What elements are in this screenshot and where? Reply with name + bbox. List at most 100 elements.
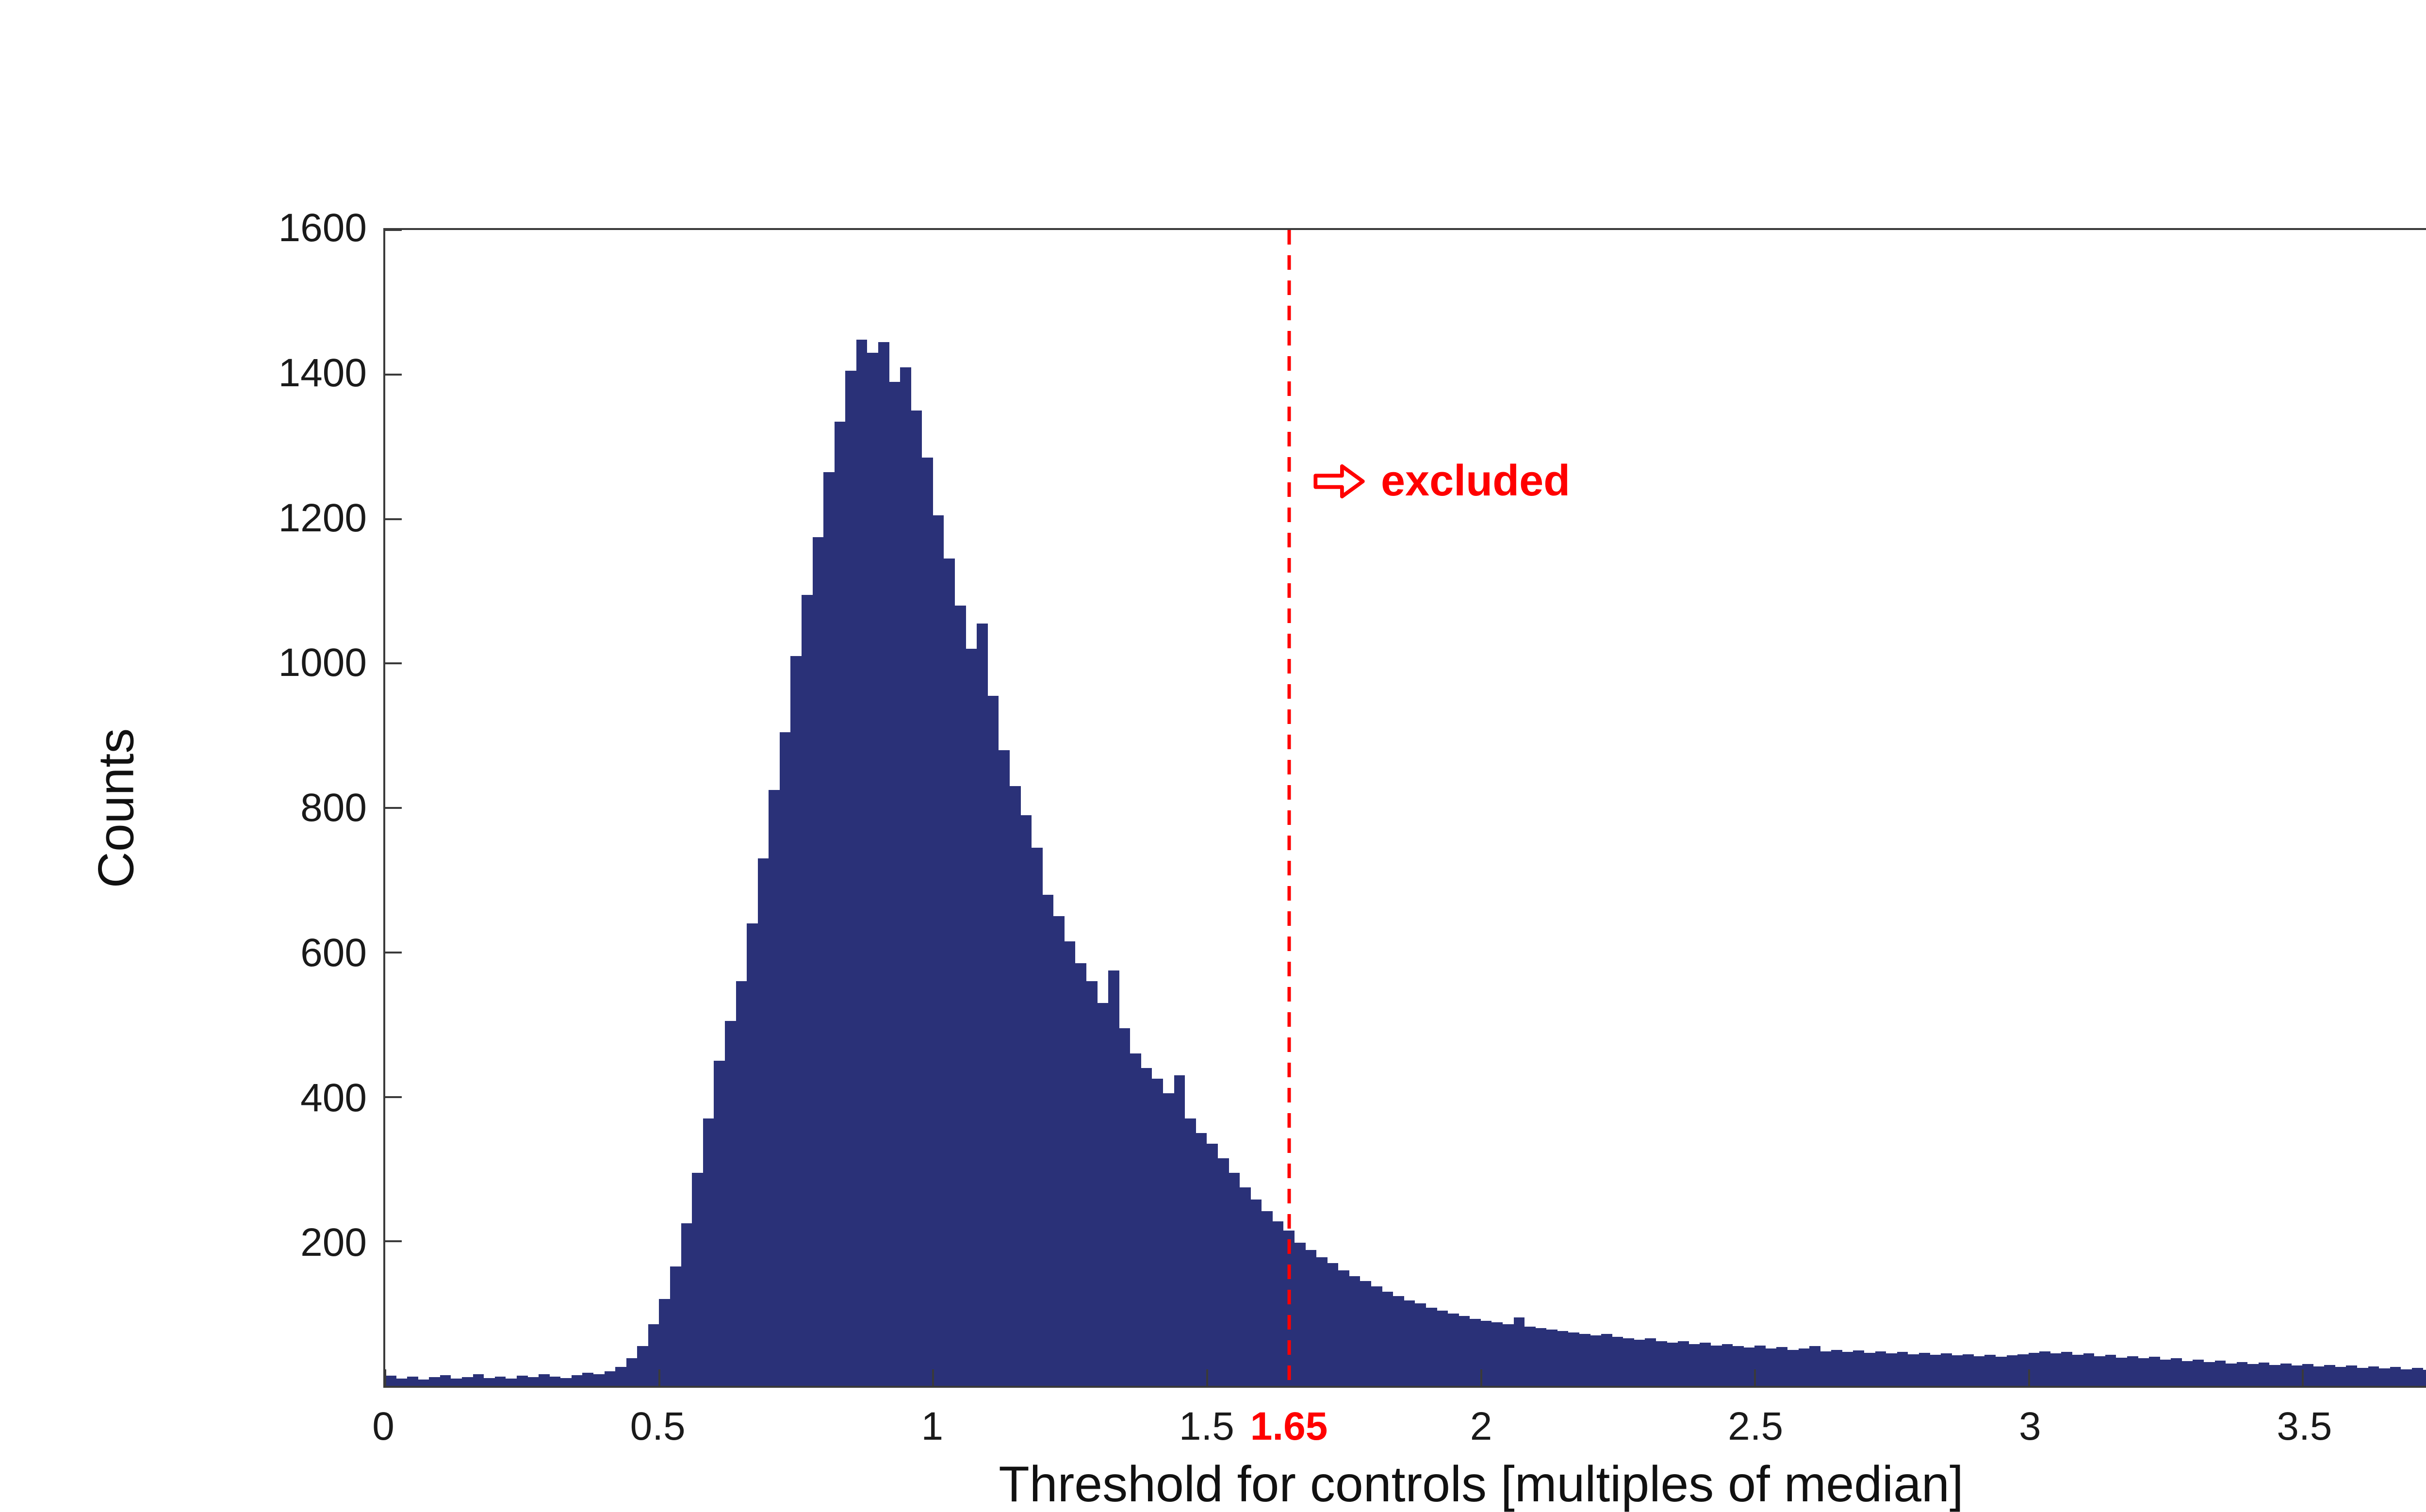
histogram-bar <box>549 1376 561 1386</box>
histogram-bar <box>757 858 769 1386</box>
histogram-bar <box>1294 1243 1306 1386</box>
histogram-bar <box>1152 1079 1164 1386</box>
histogram-bar <box>1009 786 1021 1386</box>
histogram-bar <box>2006 1355 2018 1386</box>
histogram-bar <box>878 342 889 1386</box>
histogram-bar <box>1951 1355 1963 1386</box>
histogram-bar <box>2203 1362 2215 1386</box>
histogram-bar <box>1700 1342 1711 1386</box>
histogram-bar <box>2017 1354 2029 1386</box>
histogram-bar <box>790 656 802 1386</box>
x-tick-mark <box>1754 1369 1756 1386</box>
histogram-bar <box>593 1374 605 1386</box>
histogram-bar <box>484 1378 495 1386</box>
histogram-bar <box>385 1376 396 1386</box>
histogram-bar <box>2226 1363 2237 1386</box>
histogram-bar <box>2160 1360 2171 1386</box>
histogram-bar <box>2313 1366 2325 1386</box>
histogram-bar <box>1480 1321 1492 1386</box>
histogram-bar <box>1470 1318 1481 1386</box>
histogram-bar <box>933 515 944 1386</box>
x-tick-mark <box>384 1369 386 1386</box>
histogram-bar <box>769 789 780 1386</box>
x-tick-label: 2.5 <box>1728 1404 1784 1448</box>
x-tick-mark <box>2028 1369 2030 1386</box>
histogram-bar <box>1601 1333 1612 1386</box>
excluded-label: excluded <box>1381 457 1571 505</box>
histogram-bar <box>1634 1339 1645 1386</box>
histogram-bar <box>1404 1300 1415 1386</box>
histogram-bar <box>1492 1322 1503 1386</box>
histogram-bar <box>2379 1368 2390 1386</box>
histogram-bar <box>1393 1296 1404 1386</box>
histogram-bar <box>2335 1367 2346 1386</box>
histogram-bar <box>1415 1303 1426 1386</box>
histogram-bar <box>2411 1367 2423 1386</box>
histogram-bar <box>582 1373 593 1386</box>
histogram-bar <box>1853 1350 1865 1386</box>
histogram-bar <box>1217 1158 1229 1386</box>
histogram-bar <box>1382 1292 1393 1386</box>
histogram-bar <box>1349 1276 1361 1386</box>
histogram-bar <box>2171 1358 2182 1386</box>
histogram-bar <box>1020 815 1032 1386</box>
y-tick-mark <box>385 1240 402 1243</box>
histogram-bar <box>571 1375 583 1386</box>
histogram-bar <box>1502 1324 1514 1386</box>
histogram-bar <box>856 340 868 1386</box>
histogram-bar <box>1250 1199 1262 1386</box>
histogram-bar <box>407 1376 418 1386</box>
histogram-bar <box>1327 1263 1339 1386</box>
histogram-bar <box>987 696 999 1386</box>
histogram-bar <box>1535 1328 1547 1386</box>
histogram-bar <box>1426 1308 1437 1386</box>
histogram-bar <box>724 1021 736 1386</box>
histogram-bar <box>626 1358 638 1386</box>
histogram-bar <box>1930 1354 1941 1386</box>
x-tick-label: 1.5 <box>1179 1404 1234 1448</box>
y-tick-label: 1000 <box>278 641 367 685</box>
x-tick-mark <box>932 1369 934 1386</box>
histogram-bar <box>1240 1187 1251 1386</box>
histogram-bar <box>1886 1353 1897 1386</box>
histogram-bar <box>2094 1356 2105 1386</box>
histogram-bar <box>1064 941 1076 1386</box>
histogram-bar <box>1568 1332 1580 1386</box>
plot-area <box>383 228 2426 1388</box>
x-tick-mark <box>2302 1369 2304 1386</box>
y-tick-label: 200 <box>300 1220 367 1265</box>
histogram-bar <box>1590 1335 1602 1386</box>
histogram-bar <box>1437 1311 1448 1386</box>
histogram-bar <box>922 457 933 1386</box>
y-tick-label: 1400 <box>278 350 367 395</box>
histogram-bar <box>2039 1351 2050 1386</box>
histogram-bar <box>1787 1349 1799 1386</box>
histogram-bar <box>2050 1353 2062 1386</box>
histogram-bar <box>1042 894 1054 1386</box>
x-tick-mark <box>1206 1369 1208 1386</box>
histogram-bar <box>615 1367 626 1386</box>
histogram-bar <box>2390 1367 2401 1386</box>
histogram-bar <box>1820 1351 1832 1386</box>
histogram-bar <box>1075 963 1086 1386</box>
histogram-bar <box>1831 1349 1842 1386</box>
histogram-bar <box>506 1379 517 1386</box>
y-tick-mark <box>385 662 402 665</box>
histogram-bar <box>1513 1317 1525 1386</box>
histogram-bar <box>396 1379 408 1386</box>
histogram-bar <box>659 1299 671 1386</box>
histogram-bar <box>648 1324 659 1386</box>
y-tick-mark <box>385 1096 402 1098</box>
histogram-bar <box>1229 1172 1240 1386</box>
histogram-bar <box>1897 1352 1908 1386</box>
y-tick-label: 1200 <box>278 495 367 540</box>
histogram-bar <box>2028 1352 2040 1386</box>
histogram-bar <box>2247 1364 2259 1386</box>
histogram-bar <box>1207 1144 1218 1386</box>
histogram-bar <box>977 624 988 1386</box>
histogram-bar <box>1754 1345 1766 1386</box>
histogram-bar <box>966 649 977 1386</box>
histogram-bar <box>539 1374 550 1386</box>
histogram-bar <box>845 371 856 1386</box>
histogram-bar <box>670 1266 681 1386</box>
